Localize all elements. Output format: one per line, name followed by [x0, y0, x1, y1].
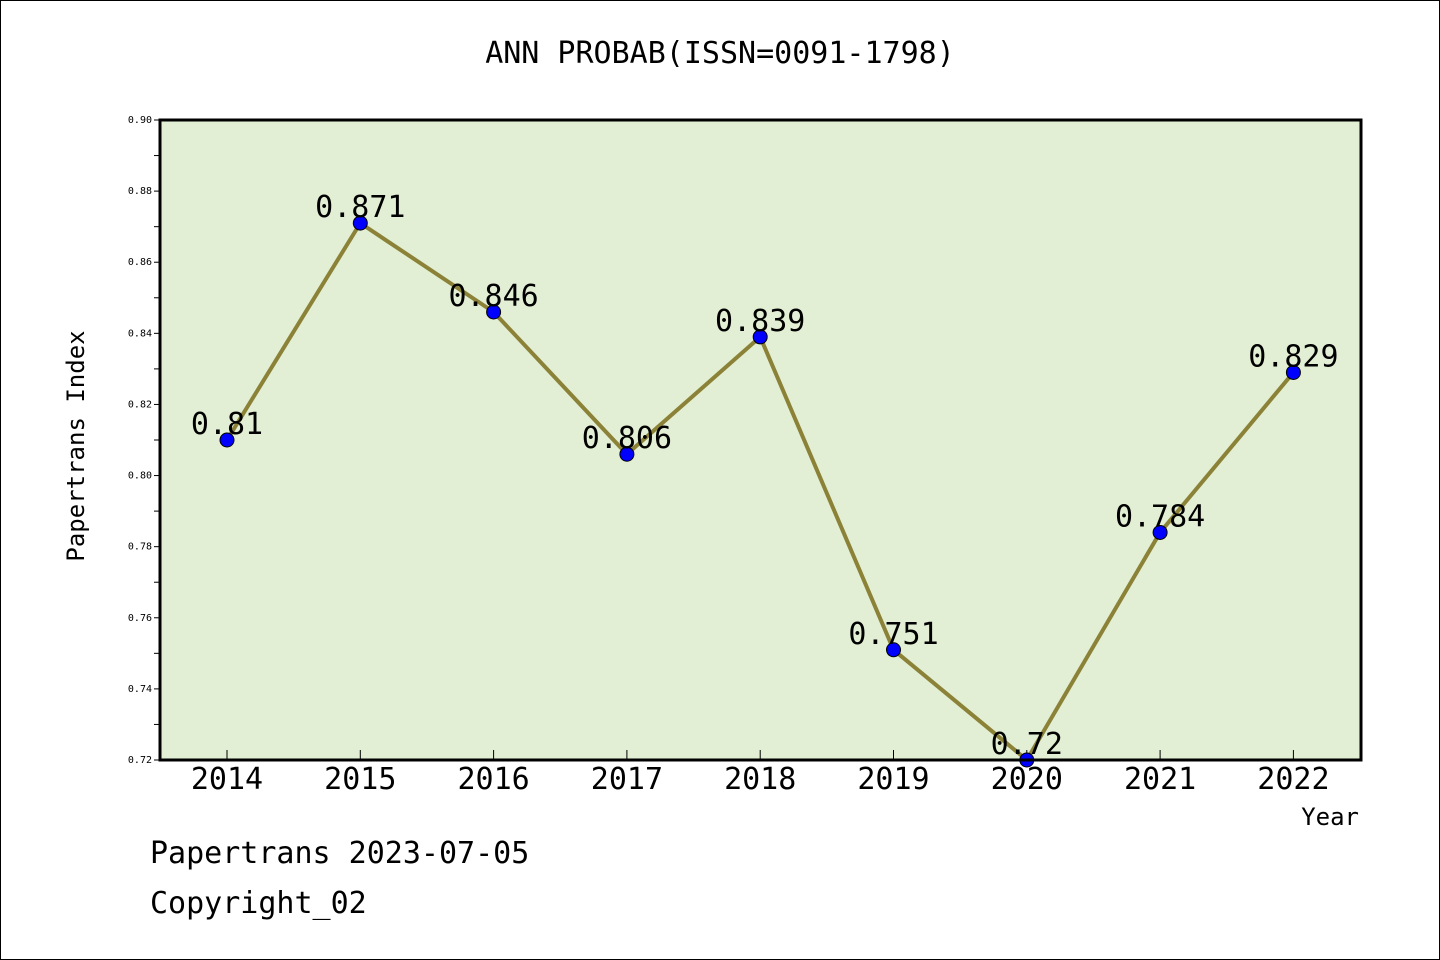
y-tick-label: 0.84 — [128, 328, 152, 339]
data-label: 0.846 — [448, 279, 538, 314]
data-point — [1285, 364, 1301, 380]
x-tick-label: 2019 — [857, 762, 929, 797]
x-tick-label: 2016 — [457, 762, 529, 797]
data-point — [619, 446, 635, 462]
y-tick-label: 0.74 — [128, 684, 152, 695]
data-label: 0.839 — [715, 304, 805, 339]
y-tick-label: 0.80 — [128, 471, 152, 482]
y-axis: 0.72 0.74 0.76 0.78 0.80 0.82 0.84 0.86 0.88 0.90 — [128, 115, 160, 766]
x-tick-label: 2018 — [724, 762, 796, 797]
y-tick-label: 0.82 — [128, 399, 152, 410]
data-label: 0.751 — [848, 617, 938, 652]
x-axis-label: Year — [1301, 803, 1359, 831]
y-axis-label: Papertrans Index — [62, 330, 90, 561]
data-point — [352, 215, 368, 231]
data-label: 0.829 — [1248, 339, 1338, 374]
data-point — [886, 642, 901, 658]
y-tick-label: 0.88 — [128, 186, 152, 197]
y-tick-label: 0.72 — [128, 755, 152, 766]
x-tick-label: 2015 — [324, 762, 396, 797]
data-point — [1152, 524, 1168, 540]
x-tick-label: 2021 — [1124, 762, 1196, 797]
chart-title: ANN PROBAB(ISSN=0091-1798) — [485, 36, 955, 71]
data-label: 0.871 — [315, 190, 405, 225]
data-label: 0.72 — [991, 727, 1063, 762]
x-tick-label: 2014 — [191, 762, 263, 797]
y-tick-label: 0.76 — [128, 613, 152, 624]
data-point — [219, 432, 235, 448]
y-tick-label: 0.86 — [128, 257, 152, 268]
data-label: 0.81 — [191, 407, 263, 442]
y-tick-label: 0.90 — [128, 115, 152, 126]
data-labels: 0.81 0.871 0.846 0.806 0.839 0.751 0.72 0.784 0.… — [191, 190, 1339, 762]
footer-copyright: Copyright_02 — [150, 886, 367, 921]
series-markers — [219, 215, 1301, 768]
y-tick-label: 0.78 — [128, 542, 152, 553]
x-tick-label: 2022 — [1257, 762, 1329, 797]
x-tick-label: 2017 — [591, 762, 663, 797]
data-point — [486, 304, 502, 320]
data-label: 0.784 — [1115, 499, 1205, 534]
data-label: 0.806 — [582, 421, 672, 456]
x-tick-label: 2020 — [991, 762, 1063, 797]
footer-date: Papertrans 2023-07-05 — [150, 836, 530, 871]
x-axis: 2014 2015 2016 2017 2018 2019 2020 2021 2022 — [191, 750, 1330, 797]
data-point — [752, 329, 768, 345]
plot-border — [158, 118, 1363, 762]
